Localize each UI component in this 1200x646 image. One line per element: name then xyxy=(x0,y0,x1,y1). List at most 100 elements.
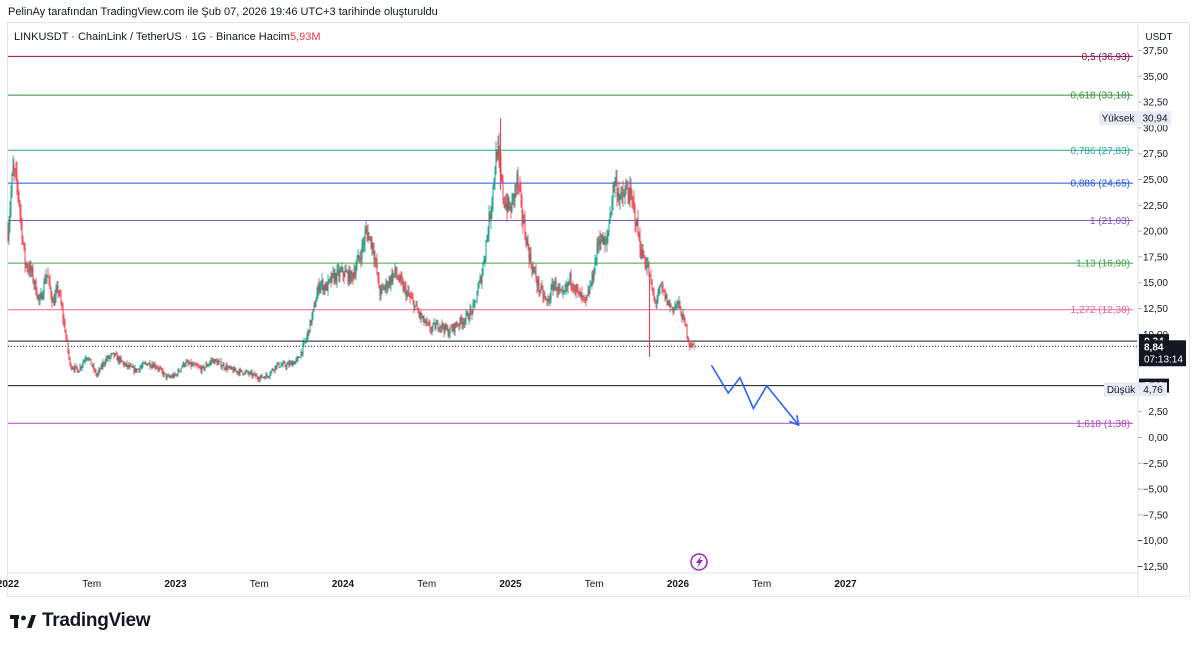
candle-body xyxy=(604,238,606,244)
candle-body xyxy=(496,152,498,159)
candle-body xyxy=(621,192,623,193)
candle-body xyxy=(485,241,487,257)
candle-body xyxy=(29,265,31,273)
candle-body xyxy=(526,239,528,246)
candle-body xyxy=(113,352,115,357)
candle-body xyxy=(206,364,208,367)
candle-body xyxy=(340,270,342,272)
candle-body xyxy=(39,298,41,300)
candle-body xyxy=(630,187,632,194)
candle-body xyxy=(241,369,243,373)
candle-body xyxy=(172,375,174,378)
candle-body xyxy=(498,146,500,155)
candle-body xyxy=(625,188,627,192)
projection-arrow-line[interactable] xyxy=(710,364,800,426)
candle-body xyxy=(142,363,144,366)
candle-body xyxy=(180,368,182,371)
candle-body xyxy=(441,323,443,328)
candle-body xyxy=(518,185,520,187)
candle-body xyxy=(85,358,87,360)
candle-body xyxy=(281,365,283,366)
candle-body xyxy=(376,261,378,274)
candle-body xyxy=(277,362,279,365)
candle-body xyxy=(203,366,205,370)
candle-body xyxy=(73,368,75,371)
y-tick-label: −5,00 xyxy=(1143,485,1169,496)
tradingview-logo[interactable]: TradingView xyxy=(10,610,151,632)
candle-body xyxy=(175,374,177,376)
candle-body xyxy=(294,361,296,365)
candle-body xyxy=(683,314,685,318)
candle-body xyxy=(317,285,319,294)
candle-body xyxy=(501,175,503,180)
candle-body xyxy=(283,362,285,364)
candle-body xyxy=(516,173,518,187)
candle-body xyxy=(225,365,227,369)
candle-body xyxy=(367,231,369,241)
symbol-info[interactable]: LINKUSDT · ChainLink / TetherUS · 1G · B… xyxy=(14,31,321,43)
candle-body xyxy=(255,375,257,377)
candle-body xyxy=(46,274,48,277)
horizontal-lines xyxy=(8,340,1137,387)
candle-body xyxy=(554,280,556,284)
lightning-icon[interactable] xyxy=(690,553,708,571)
candle-body xyxy=(269,374,271,377)
candle-body xyxy=(125,363,127,365)
candle-body xyxy=(265,374,267,379)
candle-body xyxy=(208,363,210,366)
candle-body xyxy=(61,303,63,309)
candle-body xyxy=(321,280,323,284)
candle-body xyxy=(147,364,149,366)
candle-body xyxy=(329,277,331,280)
y-tick-label: −7,50 xyxy=(1143,510,1169,521)
candle-body xyxy=(161,368,163,372)
candle-body xyxy=(199,367,201,368)
candle-body xyxy=(164,372,166,374)
candle-body xyxy=(309,320,311,333)
candle-body xyxy=(634,205,636,222)
chart-frame xyxy=(7,22,1190,597)
candle-body xyxy=(450,327,452,329)
candle-body xyxy=(8,223,10,240)
candle-body xyxy=(382,286,384,288)
candle-body xyxy=(357,255,359,261)
candle-body xyxy=(572,285,574,289)
candle-body xyxy=(14,169,16,171)
volume-label: Hacim xyxy=(258,31,290,43)
candle-body xyxy=(613,185,615,187)
candle-body xyxy=(264,377,266,379)
candle-body xyxy=(663,289,665,291)
candle-body xyxy=(352,274,354,279)
candle-body xyxy=(427,322,429,324)
candle-body xyxy=(102,362,104,367)
candle-body xyxy=(150,366,152,368)
candle-body xyxy=(226,365,228,370)
candle-body xyxy=(655,301,657,303)
candle-body xyxy=(532,267,534,272)
candle-body xyxy=(660,285,662,287)
candle-body xyxy=(459,317,461,326)
candle-body xyxy=(447,328,449,336)
candle-body xyxy=(539,291,541,292)
candle-body xyxy=(384,286,386,290)
candle-body xyxy=(236,370,238,373)
candle-body xyxy=(690,346,692,348)
candle-body xyxy=(345,270,347,272)
candle-body xyxy=(11,175,13,194)
candle-body xyxy=(671,306,673,308)
candle-body xyxy=(606,237,608,243)
candle-body xyxy=(574,289,576,291)
candle-body xyxy=(136,369,138,372)
candle-body xyxy=(182,362,184,367)
candle-body xyxy=(490,210,492,220)
projection-arrow-head xyxy=(789,415,800,427)
candle-body xyxy=(429,324,431,331)
candle-body xyxy=(111,353,113,355)
candle-body xyxy=(40,293,42,299)
candle-body xyxy=(425,320,427,323)
candle-body xyxy=(246,371,248,372)
symbol-name[interactable]: LINKUSDT · ChainLink / TetherUS · 1G · B… xyxy=(14,31,256,43)
candle-body xyxy=(504,204,506,208)
candle-body xyxy=(235,370,237,372)
